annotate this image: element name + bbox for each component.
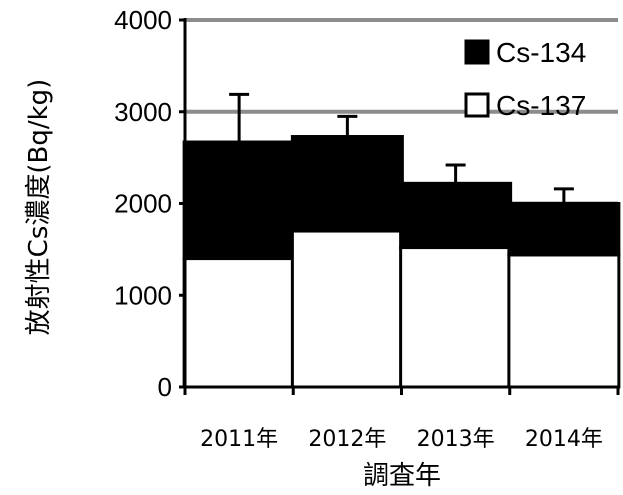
bar-cs-134 [507, 202, 621, 257]
legend-swatch-cs-134 [464, 39, 490, 65]
x-tick-label: 2014年 [525, 427, 603, 452]
x-tick-label: 2011年 [200, 427, 278, 452]
x-tick-labels: 2011年 2012年 2013年 2014年 [200, 427, 603, 452]
y-tick-labels: 0 1000 2000 3000 4000 [114, 5, 172, 402]
legend-swatch-cs-137 [464, 92, 490, 118]
bar-cs-137 [399, 246, 513, 389]
bar-cs-137 [507, 253, 621, 389]
bar-cs-137 [182, 257, 296, 389]
y-tick-label: 3000 [114, 97, 172, 127]
x-axis-title: 調査年 [363, 461, 441, 491]
x-tick-label: 2012年 [308, 427, 386, 452]
y-tick-label: 1000 [114, 280, 172, 310]
legend-label-cs-137: Cs-137 [496, 90, 586, 121]
y-axis-title: 放射性Cs濃度(Bq/kg) [24, 79, 54, 336]
bars [182, 135, 621, 389]
y-tick-label: 0 [158, 372, 172, 402]
axes [179, 18, 620, 395]
y-tick-label: 4000 [114, 5, 172, 35]
error-bars [229, 92, 574, 204]
y-tick-label: 2000 [114, 189, 172, 219]
x-tick-label: 2013年 [417, 427, 495, 452]
legend-label-cs-134: Cs-134 [496, 37, 586, 68]
bar-cs-137 [290, 229, 404, 389]
legend: Cs-134 Cs-137 [464, 37, 586, 121]
bar-cs-134 [182, 140, 296, 261]
bar-cs-134 [399, 181, 513, 250]
bar-cs-134 [290, 135, 404, 233]
